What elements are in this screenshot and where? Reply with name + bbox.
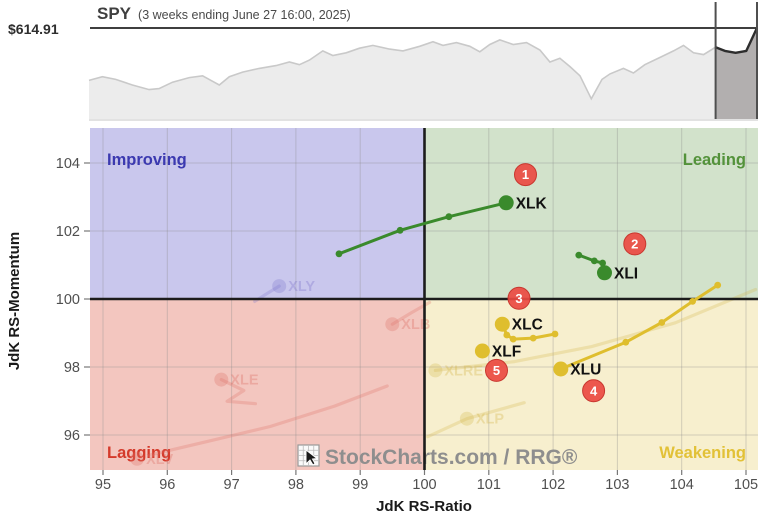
svg-text:101: 101	[477, 477, 501, 493]
faded-sector-xlp[interactable]: XLP	[426, 401, 526, 439]
xli-label: XLI	[614, 265, 638, 282]
sector-xlf[interactable]: XLF	[474, 343, 521, 361]
rank-badge-4[interactable]: 4	[582, 379, 606, 403]
xlc-label: XLC	[512, 317, 543, 334]
xlu-tail-dot	[622, 338, 630, 346]
svg-text:96: 96	[159, 477, 175, 493]
spy-price-chart	[88, 2, 759, 121]
y-axis-title: JdK RS-Momentum	[6, 232, 23, 370]
watermark-text: StockCharts.com / RRG®	[325, 446, 578, 469]
x-axis-title: JdK RS-Ratio	[376, 498, 472, 515]
quadrant-label-leading: Leading	[683, 151, 746, 169]
svg-text:100: 100	[412, 477, 436, 493]
xlu-label: XLU	[570, 362, 601, 379]
chart-title: SPY (3 weeks ending June 27 16:00, 2025)	[97, 4, 351, 24]
xlf-marker	[474, 343, 490, 359]
svg-text:5: 5	[493, 363, 500, 378]
svg-text:99: 99	[352, 477, 368, 493]
xlu-marker	[553, 361, 569, 377]
symbol-label: SPY	[97, 4, 132, 23]
xlk-marker	[498, 195, 514, 211]
sector-xlc[interactable]: XLC	[494, 316, 559, 343]
xli-tail-dot	[575, 251, 583, 259]
xlf-label: XLF	[492, 344, 521, 361]
rrg-quadrant-chart: Improving Leading Lagging Weakening XLY XLB XL…	[6, 128, 758, 515]
xlu-tail-dot	[658, 319, 666, 326]
quadrant-label-improving: Improving	[107, 151, 187, 169]
quadrant-improving	[90, 128, 425, 299]
svg-text:104: 104	[56, 156, 80, 172]
svg-text:1: 1	[522, 167, 529, 182]
chart-subtitle: (3 weeks ending June 27 16:00, 2025)	[138, 8, 351, 22]
window-price-line	[715, 27, 759, 54]
svg-text:105: 105	[734, 477, 758, 493]
stockcharts-grid-cursor-icon	[297, 444, 320, 467]
faded-sector-xlb[interactable]: XLB	[385, 300, 432, 333]
quadrant-lagging	[90, 299, 425, 470]
rank-badge-1[interactable]: 1	[514, 163, 537, 187]
price-line-gray	[88, 27, 758, 101]
rank-badge-2[interactable]: 2	[623, 232, 647, 256]
xlu-tail-dot	[689, 298, 696, 305]
sector-xlu[interactable]: XLU	[553, 281, 722, 379]
rank-badge-3[interactable]: 3	[507, 286, 531, 310]
xlk-label: XLK	[516, 195, 548, 212]
svg-text:97: 97	[224, 477, 240, 493]
xlk-tail-dot	[396, 226, 404, 234]
quadrant-label-lagging: Lagging	[107, 444, 171, 462]
xlc-tail-dot	[529, 334, 537, 342]
svg-text:2: 2	[631, 236, 638, 251]
svg-text:XLRE: XLRE	[444, 363, 483, 379]
svg-text:103: 103	[605, 477, 629, 493]
sector-xlk[interactable]: XLK	[335, 195, 548, 258]
svg-text:XLV: XLV	[146, 452, 173, 468]
xlc-tail-dot	[503, 331, 511, 339]
svg-text:100: 100	[56, 292, 80, 308]
axis-ticks: 95 96 97 98 99 100 101 102 103 104 105 96 98 100 102 10…	[56, 156, 758, 493]
xli-marker	[597, 265, 612, 281]
xlc-tail-dot	[551, 330, 559, 338]
svg-text:98: 98	[288, 477, 304, 493]
xli-tail-dot	[599, 259, 606, 267]
xlc-marker	[494, 316, 510, 332]
faded-sector-xlv[interactable]: XLV	[130, 384, 389, 468]
svg-text:104: 104	[670, 477, 694, 493]
xlk-tail	[337, 201, 508, 256]
svg-text:XLY: XLY	[288, 279, 315, 295]
svg-text:4: 4	[590, 383, 598, 398]
sector-xli[interactable]: XLI	[575, 251, 638, 283]
svg-text:96: 96	[64, 428, 80, 444]
svg-text:98: 98	[64, 360, 80, 376]
svg-text:XLB: XLB	[401, 317, 430, 333]
faded-sector-xle[interactable]: XLE	[214, 372, 259, 406]
xli-tail-dot	[590, 257, 598, 265]
quadrant-leading	[424, 128, 758, 299]
xlk-tail-dot	[335, 250, 343, 258]
svg-text:102: 102	[56, 224, 80, 240]
svg-text:3: 3	[515, 291, 522, 306]
svg-text:102: 102	[541, 477, 565, 493]
svg-text:95: 95	[95, 477, 111, 493]
xlu-tail-dot	[714, 281, 722, 289]
price-level-label: $614.91	[8, 21, 59, 37]
xlk-tail-dot	[445, 213, 453, 221]
svg-text:XLE: XLE	[230, 373, 259, 389]
xlc-tail-dot	[509, 335, 517, 343]
rank-badge-5[interactable]: 5	[485, 358, 508, 382]
price-area	[89, 27, 757, 119]
svg-text:XLP: XLP	[476, 412, 505, 428]
quadrant-label-weakening: Weakening	[659, 444, 746, 462]
